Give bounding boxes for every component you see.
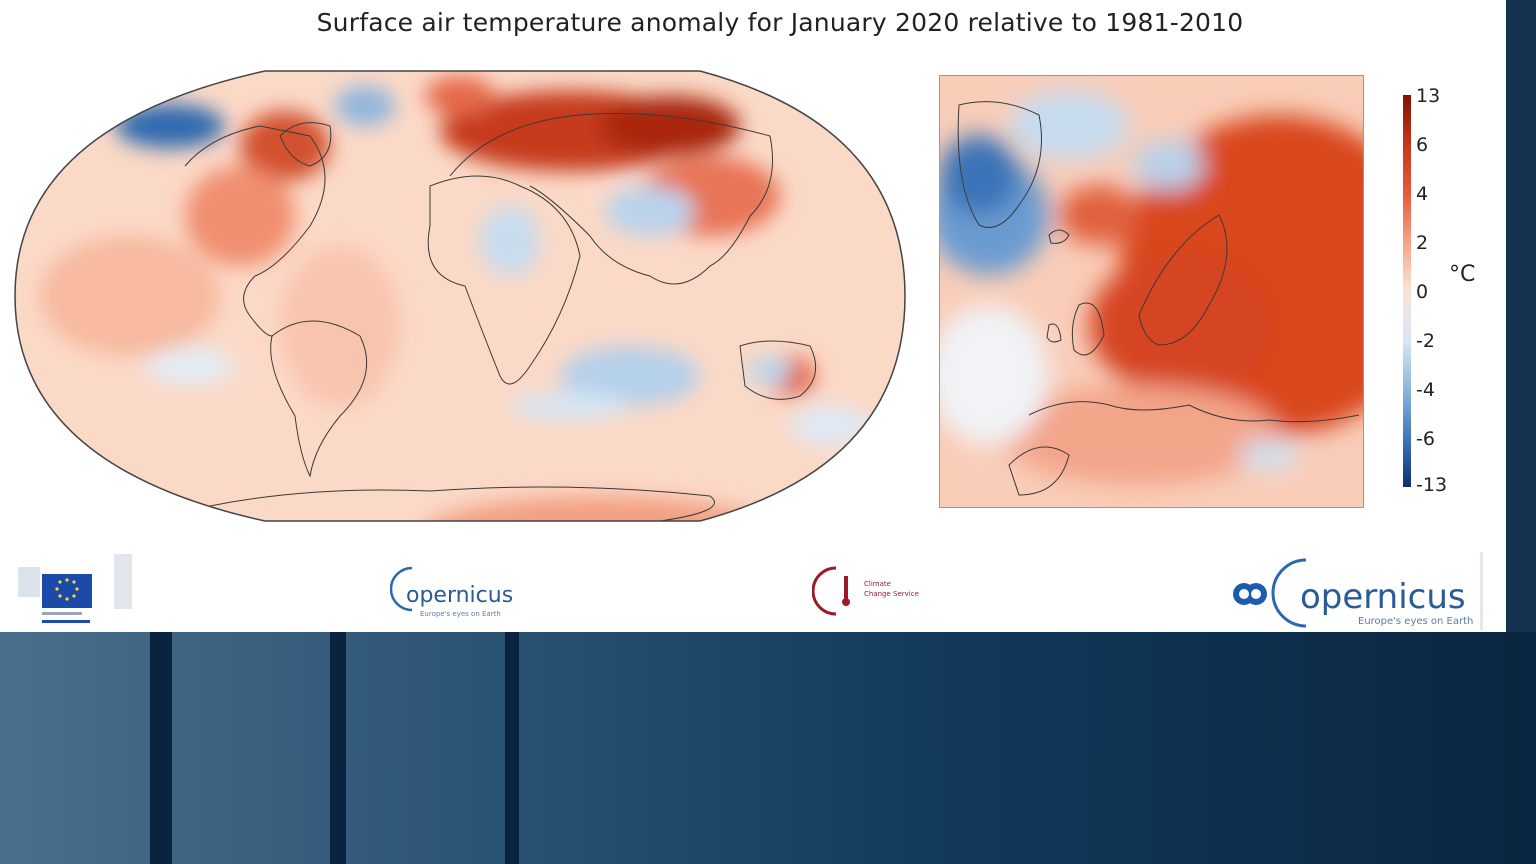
colorbar [1403, 95, 1411, 487]
c3s-icon [812, 566, 850, 616]
copernicus-big-text: opernicus [1300, 577, 1466, 617]
cc-icon [1233, 583, 1267, 605]
right-frame [1506, 0, 1536, 632]
cb-tick-label: 6 [1416, 134, 1429, 156]
cb-tick-label: -6 [1416, 428, 1435, 450]
cb-tick-label: -4 [1416, 379, 1435, 401]
c3s-logo: Climate Change Service [812, 566, 919, 616]
cb-tick-label: -13 [1416, 474, 1448, 496]
copernicus-big-logo: opernicus Europe's eyes on Earth [1233, 552, 1483, 630]
eu-commission-logo [18, 554, 132, 623]
c3s-text-line2: Change Service [864, 590, 919, 598]
infographic-panel: Surface air temperature anomaly for Janu… [0, 0, 1506, 632]
copernicus-small-logo: opernicus Europe's eyes on Earth [390, 566, 513, 618]
eu-flag-icon [42, 574, 92, 608]
cb-tick-label: -2 [1416, 330, 1435, 352]
copernicus-small-text: opernicus [406, 583, 513, 608]
chart-title: Surface air temperature anomaly for Janu… [316, 8, 1244, 37]
copernicus-big-tagline: Europe's eyes on Earth [1358, 616, 1473, 627]
cb-tick-label: 4 [1416, 183, 1429, 205]
c3s-text-line1: Climate [864, 580, 891, 588]
europe-anomaly-map [939, 75, 1364, 508]
copernicus-small-tagline: Europe's eyes on Earth [420, 610, 501, 618]
global-anomaly-map [14, 70, 906, 522]
colorbar-unit: °C [1449, 262, 1476, 287]
cb-tick-label: 13 [1416, 85, 1441, 107]
cb-tick-label: 2 [1416, 232, 1429, 254]
cb-tick-label: 0 [1416, 281, 1429, 303]
